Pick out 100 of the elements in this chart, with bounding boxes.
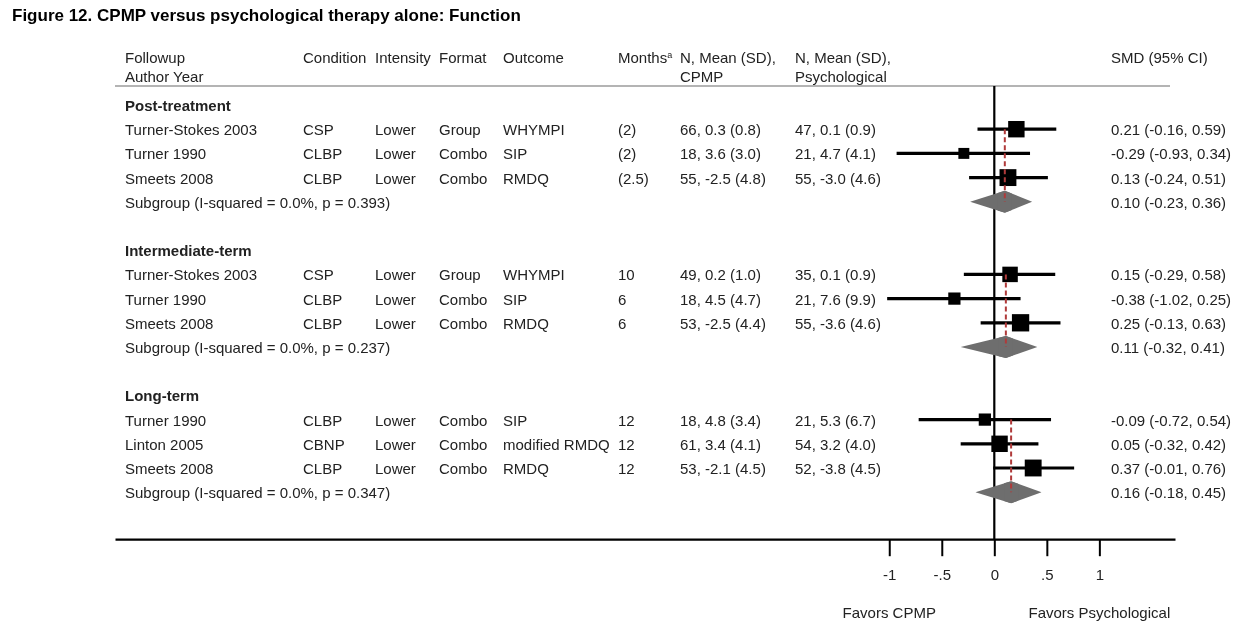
- category-label: (2): [618, 120, 637, 138]
- category-label: CBNP: [303, 435, 345, 453]
- category-label: 6: [618, 314, 627, 332]
- category-label: Group: [439, 265, 481, 283]
- y-tick-label: Smeets 2008: [125, 314, 214, 332]
- y-tick-label: Turner 1990: [125, 411, 207, 429]
- category-label: CLBP: [303, 411, 343, 429]
- category-label: WHYMPI: [503, 120, 565, 138]
- y-tick-label: Turner-Stokes 2003: [125, 265, 258, 283]
- text: Favors Psychological: [1028, 603, 1171, 621]
- category-label: Combo: [439, 435, 488, 453]
- y-tick-label: Intermediate-term: [125, 241, 252, 259]
- y-tick-label: Subgroup (I-squared = 0.0%, p = 0.347): [125, 483, 391, 501]
- text: Format: [439, 49, 488, 66]
- category-label: 35, 0.1 (0.9): [795, 265, 876, 283]
- category-label: 6: [618, 290, 627, 308]
- text: Months$^{a}$: [618, 49, 673, 66]
- category-label: 55, -2.5 (4.8): [680, 169, 766, 187]
- category-label: 0.16 (-0.18, 0.45): [1111, 483, 1227, 501]
- text: N, Mean (SD), CPMP: [680, 49, 776, 85]
- category-label: Combo: [439, 411, 488, 429]
- text: Favors CPMP: [842, 603, 936, 621]
- category-label: 47, 0.1 (0.9): [795, 120, 876, 138]
- category-label: Group: [439, 120, 481, 138]
- category-label: Combo: [439, 169, 488, 187]
- y-tick-label: Linton 2005: [125, 435, 204, 453]
- category-label: CLBP: [303, 169, 343, 187]
- x-tick-label: 1: [1095, 565, 1105, 583]
- category-label: 21, 5.3 (6.7): [795, 411, 876, 429]
- category-label: RMDQ: [503, 459, 549, 477]
- category-label: (2): [618, 144, 637, 162]
- category-label: Lower: [375, 435, 416, 453]
- category-label: CSP: [303, 265, 334, 283]
- text: Intensity: [375, 49, 432, 66]
- category-label: 53, -2.5 (4.4): [680, 314, 766, 332]
- text: SMD (95% CI): [1111, 49, 1208, 66]
- category-label: 10: [618, 265, 635, 283]
- category-label: 52, -3.8 (4.5): [795, 459, 881, 477]
- category-label: 12: [618, 435, 635, 453]
- y-axis-title: Followup Author Year: [125, 49, 204, 85]
- category-label: Combo: [439, 314, 488, 332]
- category-label: 18, 3.6 (3.0): [680, 144, 761, 162]
- category-label: 18, 4.5 (4.7): [680, 290, 761, 308]
- x-tick-label: -.5: [933, 565, 952, 583]
- category-label: 53, -2.1 (4.5): [680, 459, 766, 477]
- category-label: 0.37 (-0.01, 0.76): [1111, 459, 1227, 477]
- category-label: 66, 0.3 (0.8): [680, 120, 761, 138]
- category-label: 0.13 (-0.24, 0.51): [1111, 169, 1227, 187]
- category-label: CLBP: [303, 459, 343, 477]
- category-label: Combo: [439, 459, 488, 477]
- y-tick-label: Post-treatment: [125, 96, 231, 114]
- category-label: Lower: [375, 314, 416, 332]
- category-label: Lower: [375, 265, 416, 283]
- x-tick-label: -1: [883, 565, 897, 583]
- category-label: 0.21 (-0.16, 0.59): [1111, 120, 1227, 138]
- y-tick-label: Subgroup (I-squared = 0.0%, p = 0.393): [125, 193, 391, 211]
- category-label: Lower: [375, 120, 416, 138]
- category-label: -0.38 (-1.02, 0.25): [1111, 290, 1232, 308]
- category-label: Combo: [439, 290, 488, 308]
- category-label: Lower: [375, 144, 416, 162]
- category-label: (2.5): [618, 169, 649, 187]
- category-label: 55, -3.0 (4.6): [795, 169, 881, 187]
- y-tick-label: Turner 1990: [125, 144, 207, 162]
- category-label: Lower: [375, 290, 416, 308]
- category-label: 0.15 (-0.29, 0.58): [1111, 265, 1227, 283]
- category-label: 55, -3.6 (4.6): [795, 314, 881, 332]
- category-label: Combo: [439, 144, 488, 162]
- category-label: SIP: [503, 290, 528, 308]
- text: Condition: [303, 49, 367, 66]
- category-label: RMDQ: [503, 314, 549, 332]
- category-label: 0.10 (-0.23, 0.36): [1111, 193, 1227, 211]
- category-label: modified RMDQ: [503, 435, 610, 453]
- x-tick-label: 0: [990, 565, 999, 583]
- category-label: 54, 3.2 (4.0): [795, 435, 876, 453]
- category-label: 61, 3.4 (4.1): [680, 435, 761, 453]
- category-label: 0.05 (-0.32, 0.42): [1111, 435, 1227, 453]
- category-label: Lower: [375, 411, 416, 429]
- y-tick-label: Turner-Stokes 2003: [125, 120, 258, 138]
- category-label: -0.29 (-0.93, 0.34): [1111, 144, 1232, 162]
- category-label: Lower: [375, 459, 416, 477]
- chart-title: Figure 12. CPMP versus psychological therapy alone: Function: [12, 6, 521, 25]
- category-label: SIP: [503, 411, 528, 429]
- category-label: RMDQ: [503, 169, 549, 187]
- category-label: CSP: [303, 120, 334, 138]
- y-tick-label: Subgroup (I-squared = 0.0%, p = 0.237): [125, 338, 391, 356]
- y-tick-label: Smeets 2008: [125, 459, 214, 477]
- category-label: CLBP: [303, 144, 343, 162]
- text: N, Mean (SD), Psychological: [795, 49, 891, 85]
- category-label: 18, 4.8 (3.4): [680, 411, 761, 429]
- category-label: SIP: [503, 144, 528, 162]
- category-label: 0.25 (-0.13, 0.63): [1111, 314, 1227, 332]
- category-label: 0.11 (-0.32, 0.41): [1111, 338, 1225, 356]
- category-label: -0.09 (-0.72, 0.54): [1111, 411, 1232, 429]
- category-label: 12: [618, 411, 635, 429]
- category-label: 21, 4.7 (4.1): [795, 144, 876, 162]
- y-tick-label: Long-term: [125, 386, 200, 404]
- x-tick-label: .5: [1041, 565, 1054, 583]
- category-label: 49, 0.2 (1.0): [680, 265, 761, 283]
- category-label: 21, 7.6 (9.9): [795, 290, 876, 308]
- text: Outcome: [503, 49, 564, 66]
